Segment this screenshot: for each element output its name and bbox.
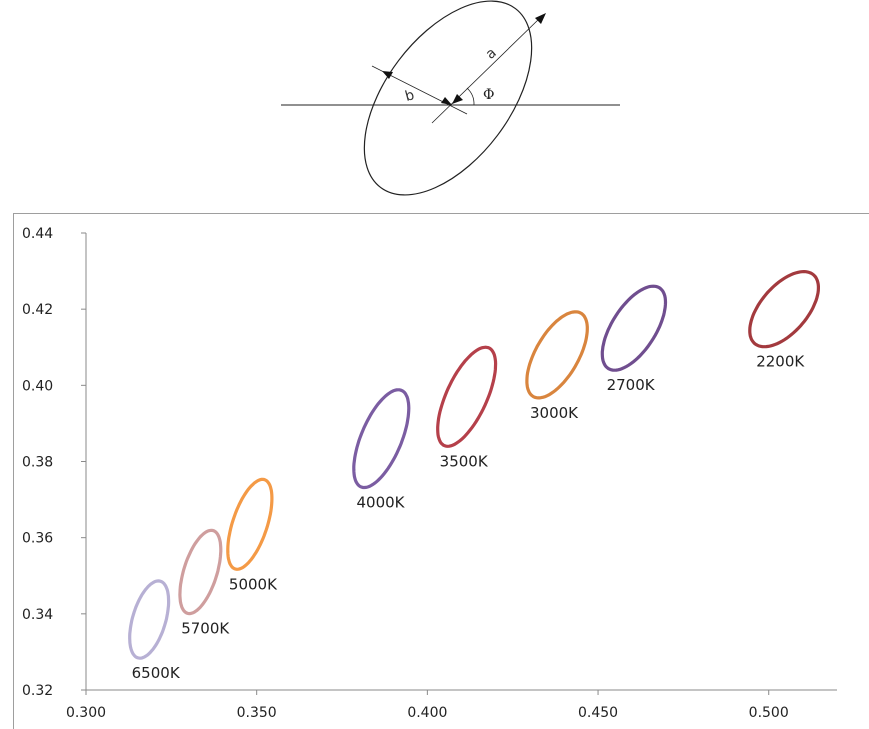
diagram-label-phi: Φ [483, 87, 494, 103]
ellipse-labels: 6500K 5700K 5000K 4000K 3500K 3000K 2700K 2200K [132, 353, 806, 682]
diagram-arrowhead-b-left [382, 71, 393, 79]
chart-frame-left-border [13, 213, 14, 729]
ellipse-4000k [352, 388, 411, 490]
x-axis-ticks: 0.300 0.350 0.400 0.450 0.500 [66, 690, 789, 721]
ellipse-3000k [525, 310, 589, 400]
ellipse-3500k [436, 345, 498, 448]
ellipse-label-5000k: 5000K [229, 575, 278, 593]
diagram-arrowhead-a-bottom [452, 94, 463, 104]
ellipse-label-3000k: 3000K [530, 404, 579, 422]
ellipse-label-4000k: 4000K [356, 494, 405, 512]
y-tick-label: 0.38 [22, 455, 53, 471]
ellipse-definition-diagram: a b Φ [281, 0, 620, 196]
ellipse-2200k [748, 269, 820, 349]
x-tick-label: 0.300 [66, 705, 106, 721]
y-tick-label: 0.36 [22, 531, 53, 547]
ellipse-series [128, 269, 820, 660]
ellipse-label-3500k: 3500K [440, 452, 489, 470]
x-tick-label: 0.350 [237, 705, 277, 721]
ellipse-5000k [226, 477, 274, 571]
diagram-arrowhead-b-right [441, 97, 452, 105]
y-axis-ticks: 0.32 0.34 0.36 0.38 0.40 0.42 0.44 [22, 226, 86, 699]
ellipse-5700k [178, 528, 223, 616]
diagram-ellipse [363, 0, 533, 196]
ellipse-label-5700k: 5700K [181, 620, 230, 638]
x-tick-label: 0.400 [407, 705, 447, 721]
chart-frame-top-border [13, 213, 869, 214]
ellipse-label-2200k: 2200K [756, 353, 805, 371]
diagram-angle-arc [466, 87, 475, 106]
ellipse-label-2700k: 2700K [607, 376, 656, 394]
y-tick-label: 0.34 [22, 607, 53, 623]
y-tick-label: 0.40 [22, 378, 53, 394]
y-tick-label: 0.44 [22, 226, 53, 242]
x-tick-label: 0.450 [578, 705, 618, 721]
y-tick-label: 0.32 [22, 683, 53, 699]
ellipse-label-6500k: 6500K [132, 664, 181, 682]
diagram-label-b: b [403, 87, 416, 105]
ellipse-2700k [600, 284, 668, 372]
diagram-arrowhead-a-top [535, 13, 546, 24]
x-tick-label: 0.500 [749, 705, 789, 721]
y-tick-label: 0.42 [22, 302, 53, 318]
ellipse-6500k [128, 579, 171, 660]
